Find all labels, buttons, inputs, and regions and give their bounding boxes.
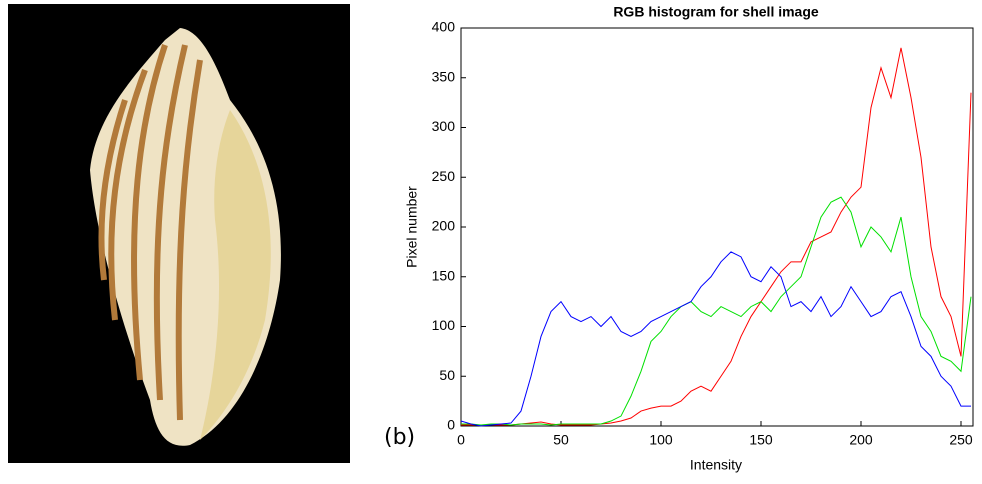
series-line xyxy=(460,251,971,427)
plot-frame xyxy=(460,27,974,427)
y-tick-label: 350 xyxy=(432,68,456,84)
y-tick-label: 250 xyxy=(432,168,456,184)
y-axis-label: Pixel number xyxy=(404,186,420,268)
y-tick-label: 150 xyxy=(432,267,456,283)
x-tick-label: 200 xyxy=(849,432,873,448)
x-tick-label: 250 xyxy=(949,432,973,448)
x-axis-label: Intensity xyxy=(690,457,742,473)
chart-title: RGB histogram for shell image xyxy=(613,4,819,20)
y-tick-label: 100 xyxy=(432,317,456,333)
panel-label: (a) xyxy=(10,425,41,450)
x-tick-label: 100 xyxy=(649,432,673,448)
x-tick-label: 50 xyxy=(553,432,569,448)
y-tick-label: 0 xyxy=(447,417,455,433)
y-tick-label: 400 xyxy=(432,19,456,35)
y-tick-label: 300 xyxy=(432,118,456,134)
y-tick-label: 200 xyxy=(432,218,456,234)
series-line xyxy=(461,47,972,426)
x-tick-label: 150 xyxy=(749,432,773,448)
series-line xyxy=(461,196,972,426)
x-tick-label: 0 xyxy=(457,432,465,448)
y-tick-label: 50 xyxy=(439,367,455,383)
panel-label: (b) xyxy=(384,425,415,450)
shell-photo: (a) xyxy=(8,4,350,463)
